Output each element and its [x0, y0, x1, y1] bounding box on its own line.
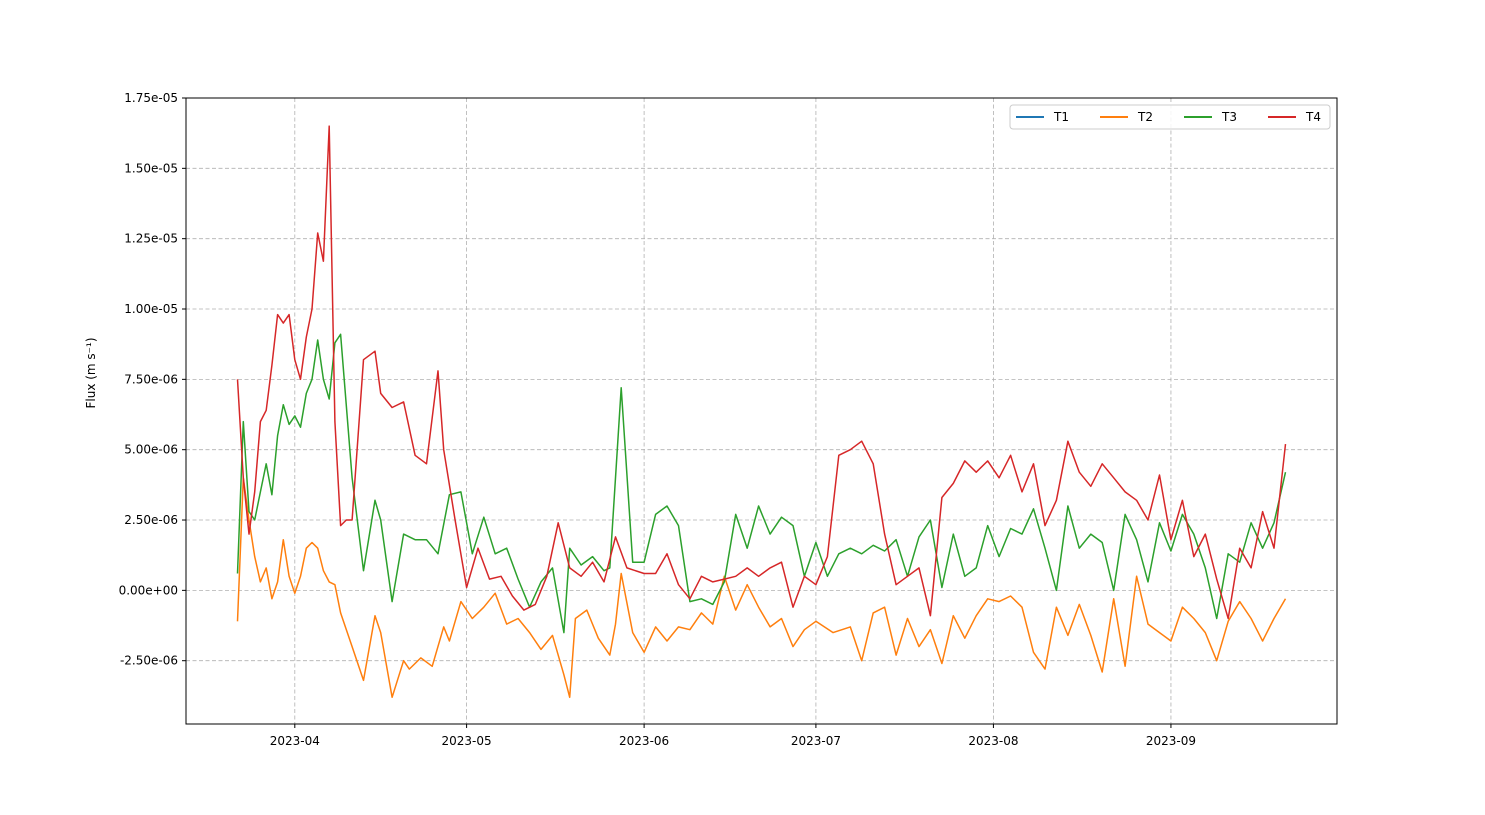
x-tick-label: 2023-09 [1146, 734, 1196, 748]
x-tick-label: 2023-06 [619, 734, 669, 748]
y-tick-label: 7.50e-06 [124, 372, 178, 386]
x-tick-label: 2023-05 [442, 734, 492, 748]
legend-label: T3 [1221, 110, 1237, 124]
y-tick-label: 0.00e+00 [119, 583, 178, 597]
x-tick-label: 2023-04 [270, 734, 320, 748]
legend-label: T4 [1305, 110, 1321, 124]
y-tick-label: 5.00e-06 [124, 443, 178, 457]
y-tick-label: 1.00e-05 [124, 302, 178, 316]
y-tick-label: 1.75e-05 [124, 91, 178, 105]
x-tick-label: 2023-07 [791, 734, 841, 748]
y-tick-label: 2.50e-06 [124, 513, 178, 527]
plot-frame [185, 97, 1338, 725]
series-line-t3 [236, 333, 1287, 634]
legend-box [1009, 104, 1331, 130]
series-line-t2 [236, 477, 1287, 699]
legend: T1 T2 T3 T4 [1009, 104, 1331, 130]
y-tick-label: 1.25e-05 [124, 232, 178, 246]
legend-label: T2 [1137, 110, 1153, 124]
y-tick-label: 1.50e-05 [124, 161, 178, 175]
series-line-t4 [236, 125, 1287, 620]
series-group [236, 125, 1287, 699]
x-tick-label: 2023-08 [968, 734, 1018, 748]
legend-label: T1 [1053, 110, 1069, 124]
y-axis-label: Flux (m s⁻¹) [84, 337, 98, 408]
ticks: 2023-04 2023-05 2023-06 2023-07 2023-08 2023-… [119, 91, 1196, 748]
y-tick-label: -2.50e-06 [120, 654, 178, 668]
